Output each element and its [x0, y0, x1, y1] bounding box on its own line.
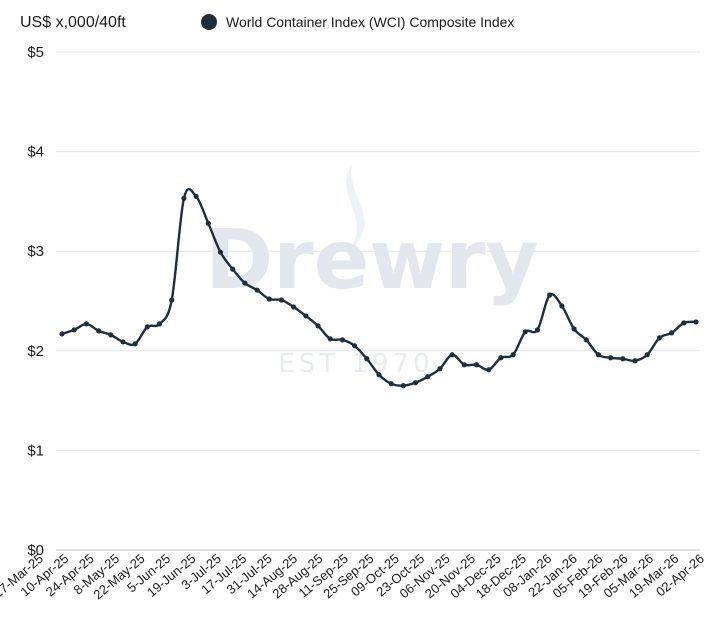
data-point — [120, 339, 126, 345]
data-point — [169, 297, 175, 303]
data-point — [595, 352, 602, 358]
data-point — [83, 321, 89, 327]
data-point — [437, 366, 443, 372]
data-point — [376, 372, 382, 378]
data-point — [327, 336, 333, 342]
data-point — [95, 328, 102, 334]
data-point — [693, 319, 699, 325]
drewry-watermark: Drewry EST 1970 — [205, 165, 539, 379]
legend-label: World Container Index (WCI) Composite In… — [226, 14, 514, 30]
data-point — [486, 367, 492, 373]
data-point — [108, 332, 114, 338]
y-tick-label: $4 — [27, 144, 44, 161]
data-point — [217, 249, 224, 255]
data-point — [278, 297, 285, 303]
data-point — [644, 352, 650, 358]
data-point — [339, 337, 346, 343]
data-point — [669, 330, 675, 336]
data-point — [559, 303, 565, 309]
data-point — [59, 331, 65, 337]
data-point — [498, 355, 504, 361]
data-point — [583, 337, 589, 343]
data-point — [608, 355, 614, 361]
data-point — [571, 326, 577, 332]
data-point — [425, 374, 431, 380]
gridlines — [56, 51, 700, 551]
data-point — [632, 358, 638, 364]
data-point — [193, 193, 199, 200]
data-point — [461, 362, 467, 368]
data-point — [254, 287, 260, 293]
data-point — [388, 381, 394, 387]
watermark-established: EST 1970 — [278, 349, 433, 379]
data-point — [412, 380, 419, 386]
data-point — [181, 195, 187, 202]
y-axis-ticks: $0 $1 $2 $3 $4 $5 — [27, 44, 44, 559]
data-point — [230, 266, 236, 272]
data-point — [400, 383, 406, 389]
data-point — [144, 324, 150, 330]
legend: World Container Index (WCI) Composite In… — [201, 14, 514, 30]
data-point — [473, 362, 480, 368]
y-axis-label: US$ x,000/40ft — [20, 14, 126, 31]
data-point — [291, 304, 297, 310]
series-wci — [59, 187, 699, 389]
data-point — [132, 341, 138, 347]
data-point — [449, 352, 455, 358]
data-point — [656, 335, 663, 341]
watermark-brand: Drewry — [205, 213, 539, 308]
x-axis-ticks: 27-Mar-2510-Apr-2524-Apr-258-May-2522-Ma… — [0, 551, 707, 602]
flame-logo-icon — [346, 165, 365, 250]
y-tick-label: $1 — [27, 442, 44, 459]
data-point — [205, 220, 211, 226]
data-point — [534, 327, 541, 333]
data-point — [681, 320, 687, 326]
data-point — [364, 356, 370, 362]
y-tick-label: $2 — [27, 343, 44, 360]
data-point — [156, 321, 163, 327]
y-tick-label: $5 — [27, 44, 44, 61]
y-tick-label: $3 — [27, 243, 44, 260]
legend-marker — [201, 14, 217, 30]
data-point — [71, 327, 77, 333]
y-tick-label: $0 — [27, 542, 44, 559]
data-point — [620, 356, 626, 362]
data-point — [547, 292, 553, 298]
data-point — [266, 296, 272, 302]
data-point — [315, 323, 321, 329]
data-point — [510, 352, 516, 358]
data-point — [303, 313, 309, 319]
data-point — [522, 329, 528, 335]
data-point — [352, 343, 358, 349]
data-point — [242, 280, 248, 286]
